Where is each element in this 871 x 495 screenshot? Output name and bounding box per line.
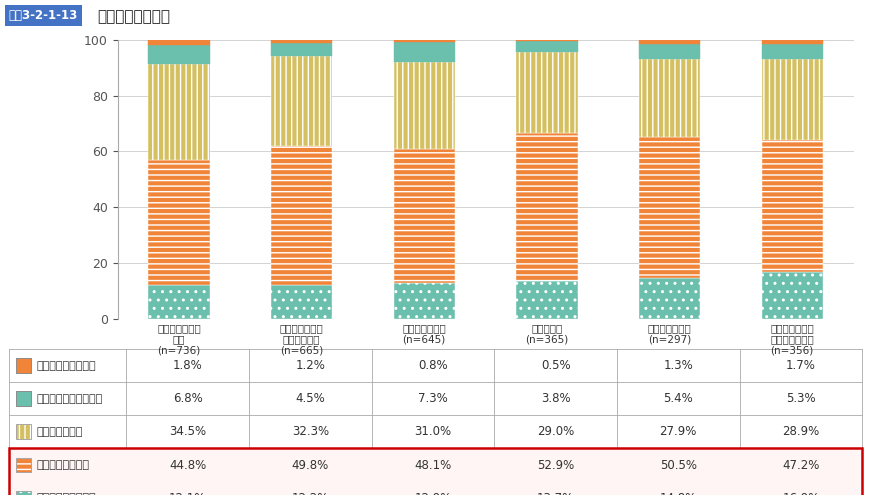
- Text: 28.9%: 28.9%: [782, 425, 820, 439]
- Bar: [271, 285, 332, 319]
- Bar: [639, 278, 700, 319]
- Bar: [517, 40, 577, 41]
- Text: 物流・在庫管理
(n=297): 物流・在庫管理 (n=297): [648, 323, 692, 345]
- Text: 52.9%: 52.9%: [537, 458, 574, 472]
- Text: 0.8%: 0.8%: [418, 359, 448, 372]
- Text: 31.0%: 31.0%: [415, 425, 451, 439]
- Text: 34.5%: 34.5%: [169, 425, 206, 439]
- Text: 6.8%: 6.8%: [172, 392, 202, 405]
- Text: 7.3%: 7.3%: [418, 392, 448, 405]
- Text: 1.3%: 1.3%: [664, 359, 693, 372]
- Text: 48.1%: 48.1%: [415, 458, 451, 472]
- Bar: [148, 45, 210, 64]
- Text: 12.1%: 12.1%: [169, 492, 206, 495]
- Text: 非常に効果があった: 非常に効果があった: [37, 493, 96, 495]
- Bar: [394, 62, 455, 148]
- Bar: [517, 281, 577, 319]
- Bar: [761, 45, 823, 59]
- Text: あまり効果がなかった: あまり効果がなかった: [37, 394, 103, 404]
- Y-axis label: (%): (%): [59, 15, 81, 28]
- Bar: [394, 148, 455, 283]
- Text: （出典）総務省（2020）「デジタルデータの経済的価値の計測と活用の現状に関する調査研究」: （出典）総務省（2020）「デジタルデータの経済的価値の計測と活用の現状に関する…: [619, 485, 862, 494]
- Text: 12.9%: 12.9%: [415, 492, 452, 495]
- Bar: [271, 40, 332, 43]
- Text: 44.8%: 44.8%: [169, 458, 206, 472]
- Bar: [148, 160, 210, 286]
- Text: 49.8%: 49.8%: [292, 458, 329, 472]
- Text: 50.5%: 50.5%: [660, 458, 697, 472]
- Bar: [148, 40, 210, 45]
- Text: データ活用の効果: データ活用の効果: [98, 9, 171, 24]
- Bar: [271, 146, 332, 285]
- Bar: [517, 41, 577, 52]
- Text: 多少効果があった: 多少効果があった: [37, 460, 90, 470]
- Text: 図表3-2-1-13: 図表3-2-1-13: [9, 9, 78, 22]
- Text: 12.2%: 12.2%: [292, 492, 329, 495]
- Bar: [517, 52, 577, 133]
- Text: 13.7%: 13.7%: [537, 492, 574, 495]
- Text: 1.8%: 1.8%: [172, 359, 202, 372]
- Text: どちらでもない: どちらでもない: [37, 427, 83, 437]
- Bar: [394, 39, 455, 42]
- Text: 27.9%: 27.9%: [659, 425, 697, 439]
- Bar: [639, 40, 700, 44]
- Bar: [639, 58, 700, 137]
- Text: 32.3%: 32.3%: [292, 425, 329, 439]
- Text: 製品・サービス
の企画、開発
(n=665): 製品・サービス の企画、開発 (n=665): [280, 323, 323, 356]
- Bar: [394, 42, 455, 62]
- Text: 全く効果がなかった: 全く効果がなかった: [37, 360, 96, 371]
- Text: マーケティング
(n=645): マーケティング (n=645): [402, 323, 446, 345]
- Bar: [761, 272, 823, 319]
- Bar: [639, 137, 700, 278]
- Bar: [761, 59, 823, 140]
- Bar: [761, 40, 823, 45]
- Bar: [148, 64, 210, 160]
- Bar: [761, 140, 823, 272]
- Text: 47.2%: 47.2%: [782, 458, 820, 472]
- Text: 経営企画・組織
改革
(n=736): 経営企画・組織 改革 (n=736): [157, 323, 201, 356]
- Bar: [271, 55, 332, 146]
- Text: 保守・メンテナ
ンス・サポート
(n=356): 保守・メンテナ ンス・サポート (n=356): [770, 323, 814, 356]
- Text: 29.0%: 29.0%: [537, 425, 574, 439]
- Bar: [148, 286, 210, 319]
- Text: 3.8%: 3.8%: [541, 392, 571, 405]
- Bar: [271, 43, 332, 55]
- Text: 14.8%: 14.8%: [659, 492, 697, 495]
- Text: 16.9%: 16.9%: [782, 492, 820, 495]
- Bar: [517, 133, 577, 281]
- Text: 5.3%: 5.3%: [787, 392, 816, 405]
- Bar: [639, 44, 700, 58]
- Text: 生産・製造
(n=365): 生産・製造 (n=365): [525, 323, 569, 345]
- Text: 1.2%: 1.2%: [295, 359, 325, 372]
- Text: 5.4%: 5.4%: [664, 392, 693, 405]
- Text: 4.5%: 4.5%: [295, 392, 325, 405]
- Text: 0.5%: 0.5%: [541, 359, 571, 372]
- Bar: [394, 283, 455, 319]
- Text: 1.7%: 1.7%: [786, 359, 816, 372]
